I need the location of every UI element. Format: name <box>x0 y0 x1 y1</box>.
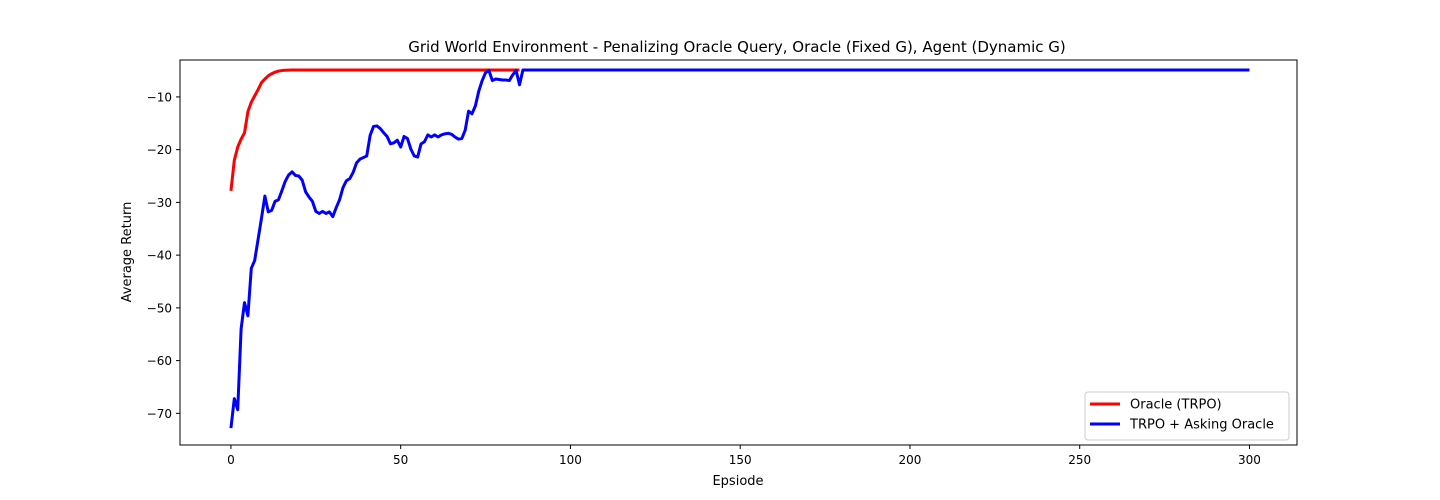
x-tick-label: 50 <box>393 453 408 467</box>
series-line-oracle <box>229 68 520 191</box>
y-tick-label: −70 <box>147 407 172 421</box>
y-tick-label: −50 <box>147 301 172 315</box>
x-tick-label: 150 <box>729 453 752 467</box>
y-tick-label: −30 <box>147 196 172 210</box>
plot-area <box>179 59 1298 446</box>
y-tick-label: −10 <box>147 90 172 104</box>
legend-label-asking-oracle: TRPO + Asking Oracle <box>1129 418 1274 433</box>
y-tick-label: −60 <box>147 354 172 368</box>
series-line-asking-oracle <box>229 68 1250 429</box>
x-tick-label: 100 <box>559 453 582 467</box>
chart-title: Grid World Environment - Penalizing Orac… <box>408 38 1066 56</box>
x-tick-label: 300 <box>1238 453 1261 467</box>
y-axis-ticks: −10 −20 −30 −40 −50 −60 −70 <box>147 90 180 421</box>
x-tick-label: 250 <box>1068 453 1091 467</box>
legend: Oracle (TRPO) TRPO + Asking Oracle <box>1084 391 1290 441</box>
x-tick-label: 200 <box>899 453 922 467</box>
y-tick-label: −20 <box>147 143 172 157</box>
y-axis-label: Average Return <box>120 202 135 303</box>
legend-box <box>1084 391 1290 441</box>
x-axis-ticks: 0 50 100 150 200 250 300 <box>227 445 1261 467</box>
legend-label-oracle: Oracle (TRPO) <box>1130 398 1222 413</box>
series-lines <box>229 68 1250 429</box>
y-tick-label: −40 <box>147 249 172 263</box>
x-axis-label: Epsiode <box>712 474 763 489</box>
x-tick-label: 0 <box>227 453 235 467</box>
